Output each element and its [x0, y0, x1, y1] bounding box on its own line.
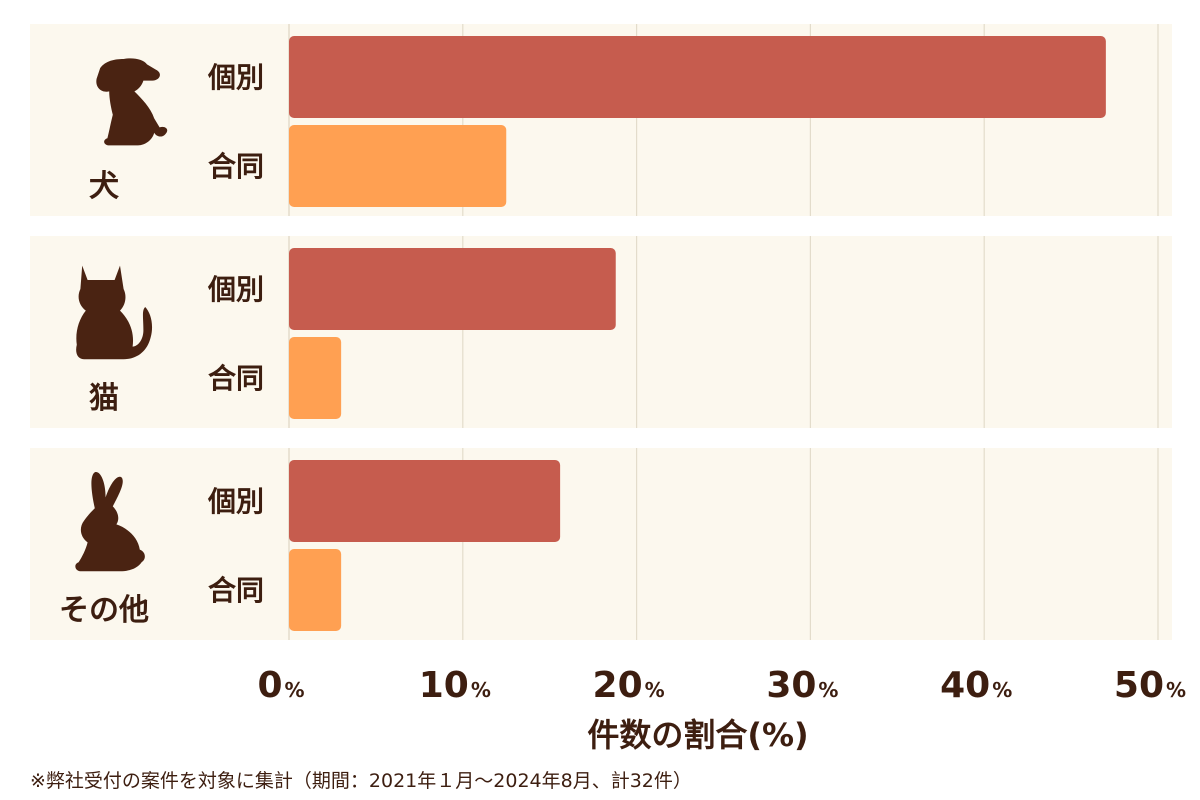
bar-individual — [289, 460, 561, 542]
group-panel — [30, 448, 1172, 640]
x-tick-label: 40% — [940, 665, 1012, 706]
group-label: その他 — [59, 593, 149, 628]
bar-category-label: 合同 — [208, 150, 264, 183]
x-tick-label: 20% — [593, 665, 665, 706]
x-tick-label: 10% — [419, 665, 491, 706]
bar-joint — [289, 337, 342, 419]
bar-category-label: 個別 — [207, 273, 264, 306]
bar-joint — [289, 549, 342, 631]
bar-joint — [289, 125, 507, 207]
group-label: 犬 — [89, 169, 119, 204]
group-label: 猫 — [89, 381, 119, 416]
x-tick-label: 50% — [1114, 665, 1186, 706]
rabbit-icon — [75, 472, 145, 572]
bar-category-label: 個別 — [207, 485, 264, 518]
bar-category-label: 合同 — [208, 574, 264, 607]
x-tick-label: 30% — [766, 665, 838, 706]
bar-category-label: 個別 — [207, 61, 264, 94]
bar-individual — [289, 248, 616, 330]
bar-category-label: 合同 — [208, 362, 264, 395]
x-tick-label: 0% — [257, 665, 304, 706]
bar-individual — [289, 36, 1106, 118]
cat-icon — [76, 265, 153, 360]
footnote: ※弊社受付の案件を対象に集計（期間：2021年１月〜2024年8月、計32件） — [30, 770, 692, 792]
dog-icon — [96, 58, 168, 146]
x-axis-label: 件数の割合(%) — [587, 716, 808, 754]
